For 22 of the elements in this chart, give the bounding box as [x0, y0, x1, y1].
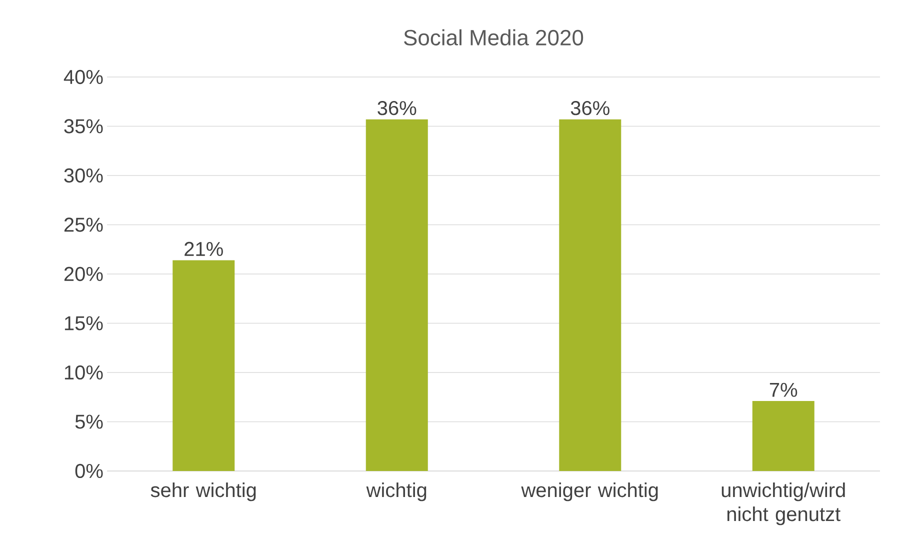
y-tick-label: 25%	[64, 218, 103, 232]
x-tick-label: wichtig	[366, 482, 426, 502]
data-label: 36%	[378, 100, 416, 116]
chart-title: Social Media 2020	[404, 29, 584, 46]
x-tick-label: unwichtig/wird nicht genutzt	[722, 482, 845, 526]
bar	[172, 260, 235, 471]
y-tick-label: 5%	[75, 414, 103, 429]
data-label: 21%	[184, 242, 223, 256]
y-tick-label: 20%	[64, 266, 103, 282]
bar	[559, 119, 622, 471]
y-tick-label: 35%	[64, 119, 103, 134]
y-tick-label: 0%	[75, 464, 103, 478]
bar	[366, 119, 428, 471]
bar	[752, 401, 814, 471]
y-tick-label: 40%	[64, 70, 103, 84]
x-tick-label: sehr wichtig	[150, 482, 256, 502]
y-tick-label: 30%	[64, 168, 103, 183]
x-tick-label: weniger wichtig	[521, 482, 658, 502]
y-tick-label: 15%	[64, 316, 103, 330]
y-tick-label: 10%	[64, 365, 103, 380]
data-label: 36%	[570, 100, 610, 116]
data-label: 7%	[770, 382, 798, 397]
